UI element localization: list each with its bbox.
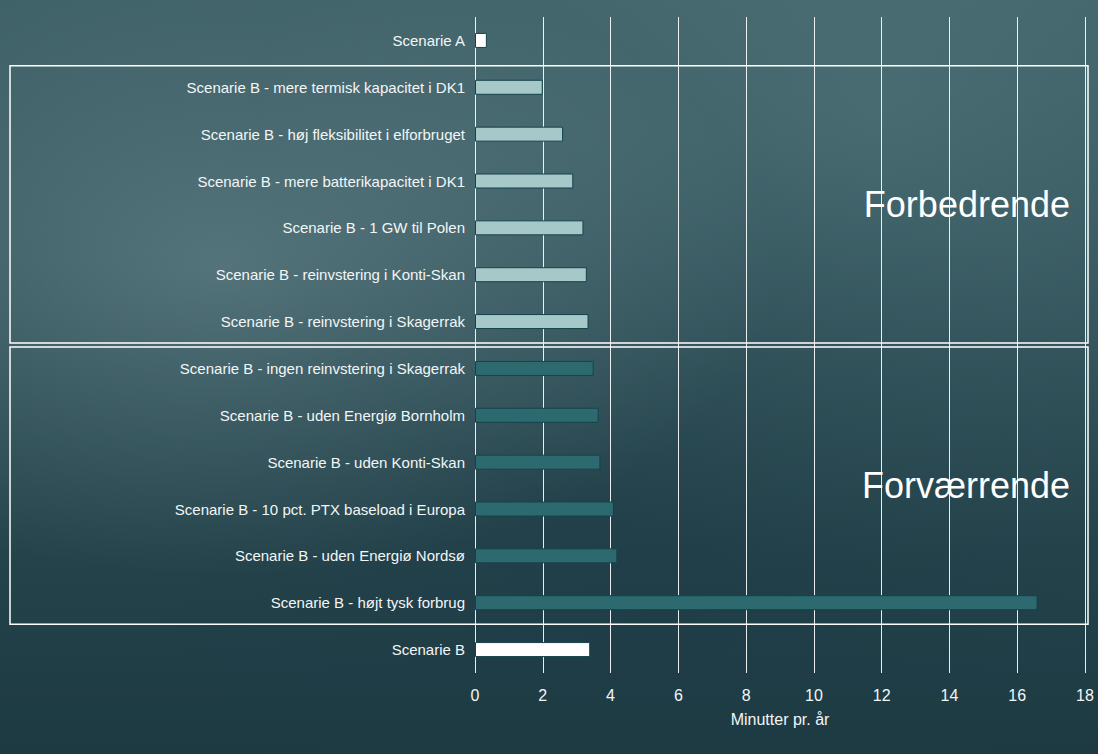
svg-text:2: 2: [538, 687, 547, 704]
svg-text:Forbedrende: Forbedrende: [864, 184, 1070, 225]
svg-text:Scenarie B - uden Energiø Born: Scenarie B - uden Energiø Bornholm: [220, 407, 465, 424]
svg-text:Scenarie B - uden Energiø Nord: Scenarie B - uden Energiø Nordsø: [235, 547, 465, 564]
svg-text:Forværrende: Forværrende: [862, 465, 1070, 506]
svg-text:Scenarie B: Scenarie B: [392, 641, 465, 658]
svg-text:Scenarie A: Scenarie A: [392, 32, 465, 49]
svg-text:16: 16: [1008, 687, 1026, 704]
svg-text:6: 6: [674, 687, 683, 704]
svg-text:Scenarie B - høj fleksibilitet: Scenarie B - høj fleksibilitet i elforbr…: [201, 126, 466, 143]
svg-text:Scenarie B - 1 GW til Polen: Scenarie B - 1 GW til Polen: [282, 219, 465, 236]
svg-text:Scenarie B - uden Konti-Skan: Scenarie B - uden Konti-Skan: [267, 454, 465, 471]
svg-text:Scenarie B - mere batterikapac: Scenarie B - mere batterikapacitet i DK1: [197, 173, 465, 190]
svg-text:10: 10: [805, 687, 823, 704]
svg-text:4: 4: [606, 687, 615, 704]
svg-text:Scenarie B - 10 pct. PTX basel: Scenarie B - 10 pct. PTX baseload i Euro…: [175, 501, 466, 518]
svg-text:12: 12: [873, 687, 891, 704]
svg-text:Minutter pr. år: Minutter pr. år: [731, 711, 830, 728]
svg-text:18: 18: [1076, 687, 1094, 704]
svg-text:8: 8: [742, 687, 751, 704]
svg-text:Scenarie B - mere termisk kapa: Scenarie B - mere termisk kapacitet i DK…: [187, 79, 465, 96]
svg-text:14: 14: [941, 687, 959, 704]
svg-text:Scenarie B - ingen reinvsterin: Scenarie B - ingen reinvstering i Skager…: [180, 360, 466, 377]
svg-text:Scenarie B - reinvstering i Ko: Scenarie B - reinvstering i Konti-Skan: [216, 266, 465, 283]
svg-text:Scenarie B - højt tysk forbrug: Scenarie B - højt tysk forbrug: [271, 594, 465, 611]
svg-text:0: 0: [471, 687, 480, 704]
svg-text:Scenarie B - reinvstering i Sk: Scenarie B - reinvstering i Skagerrak: [221, 313, 466, 330]
